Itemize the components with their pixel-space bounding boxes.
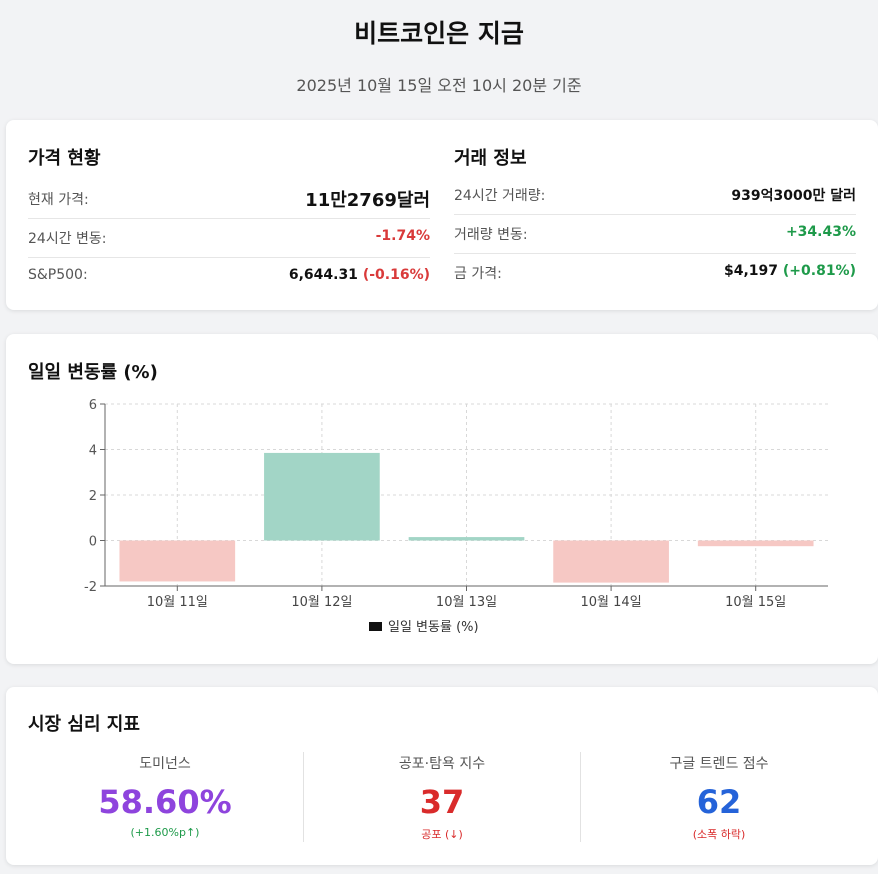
market-sentiment-card: 시장 심리 지표 도미넌스 58.60% (+1.60%p↑) 공포·탐욕 지수…: [6, 687, 878, 865]
google-trends-value: 62: [696, 783, 742, 821]
y-tick-label: -2: [84, 580, 97, 595]
bar: [697, 540, 814, 547]
gold-price-value: $4,197: [723, 263, 779, 279]
y-tick-label: 0: [89, 535, 97, 550]
gold-price-value-group: $4,197 (+0.81%): [724, 263, 856, 279]
volume-change-label: 거래량 변동:: [454, 227, 528, 243]
google-trends-label: 구글 트렌드 점수: [669, 756, 769, 772]
volume-24h-value: 939억3000만 달러: [731, 188, 856, 204]
x-tick-label: 10월 15일: [725, 595, 786, 610]
gold-price-row: 금 가격: $4,197 (+0.81%): [454, 254, 856, 292]
volume-24h-row: 24시간 거래량: 939억3000만 달러: [454, 176, 856, 215]
x-tick-label: 10월 14일: [581, 595, 642, 610]
x-tick-label: 10월 12일: [291, 595, 352, 610]
sentiment-title: 시장 심리 지표: [28, 714, 140, 735]
google-trends-status: (소폭 하락): [692, 828, 746, 841]
legend-swatch: [369, 622, 382, 631]
gold-price-label: 금 가격:: [454, 266, 502, 282]
page-subtitle: 2025년 10월 15일 오전 10시 20분 기준: [296, 76, 582, 95]
sp500-label: S&P500:: [28, 267, 88, 283]
daily-change-chart: -2 0 2 4 6 10월 11일 10월 12일 10월 13일 10월 14일 10월 15…: [84, 398, 828, 635]
sp500-value: 6,644.31: [288, 267, 358, 283]
current-price-row: 현재 가격: 11만2769달러: [28, 180, 430, 219]
dominance-value: 58.60%: [98, 783, 232, 821]
daily-change-chart-card: 일일 변동률 (%) -2 0 2 4 6 10월 11일 10월 12일 10월 13일 10…: [6, 334, 878, 664]
dominance-change: (+1.60%p↑): [130, 826, 200, 839]
change-24h-value: -1.74%: [375, 228, 430, 244]
price-status-title: 가격 현황: [28, 148, 101, 169]
gold-price-change: (+0.81%): [782, 263, 856, 279]
x-tick-label: 10월 13일: [436, 595, 497, 610]
volume-change-value: +34.43%: [785, 224, 856, 240]
trade-info-title: 거래 정보: [454, 148, 527, 169]
legend-label: 일일 변동률 (%): [388, 620, 479, 635]
bar: [408, 537, 525, 541]
bar: [553, 540, 669, 583]
bar: [119, 540, 236, 582]
sp500-value-group: 6,644.31 (-0.16%): [289, 267, 430, 283]
dominance-label: 도미넌스: [139, 756, 191, 772]
fear-greed-status: 공포 (↓): [421, 828, 463, 841]
metric-divider: [303, 752, 304, 842]
sp500-row: S&P500: 6,644.31 (-0.16%): [28, 258, 430, 296]
change-24h-row: 24시간 변동: -1.74%: [28, 219, 430, 258]
x-tick-label: 10월 11일: [147, 595, 208, 610]
y-tick-label: 2: [89, 489, 97, 504]
y-tick-label: 6: [89, 398, 97, 413]
fear-greed-metric: 공포·탐욕 지수 37 공포 (↓): [304, 687, 580, 865]
fear-greed-value: 37: [419, 783, 465, 821]
market-info-card: 가격 현황 현재 가격: 11만2769달러 24시간 변동: -1.74% S…: [6, 120, 878, 310]
current-price-label: 현재 가격:: [28, 192, 89, 208]
change-24h-label: 24시간 변동:: [28, 231, 107, 247]
volume-24h-label: 24시간 거래량:: [454, 188, 546, 204]
dominance-metric: 도미넌스 58.60% (+1.60%p↑): [28, 687, 302, 865]
google-trends-metric: 구글 트렌드 점수 62 (소폭 하락): [581, 687, 857, 865]
fear-greed-label: 공포·탐욕 지수: [398, 756, 486, 772]
sp500-change: (-0.16%): [362, 267, 430, 283]
page-title: 비트코인은 지금: [354, 19, 524, 48]
current-price-value: 11만2769달러: [305, 190, 430, 211]
metric-divider: [580, 752, 581, 842]
chart-title: 일일 변동률 (%): [28, 362, 158, 383]
bar: [264, 452, 380, 541]
y-tick-label: 4: [89, 444, 97, 459]
volume-change-row: 거래량 변동: +34.43%: [454, 215, 856, 254]
